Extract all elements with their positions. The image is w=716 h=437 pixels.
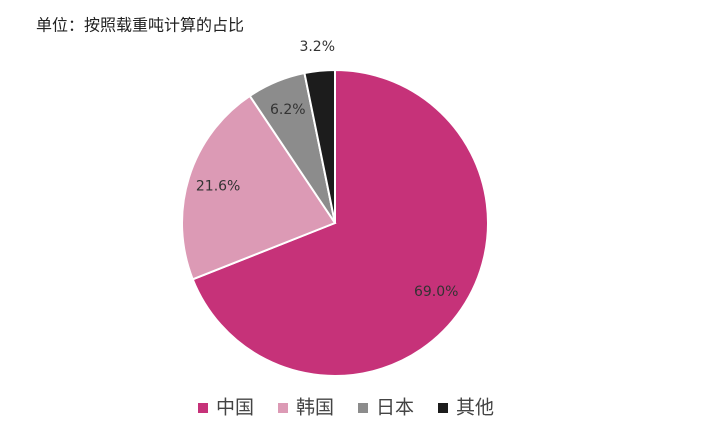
legend-label: 韩国 [296, 397, 334, 419]
pie-slice [191, 68, 489, 377]
data-label: 21.6% [196, 179, 240, 195]
pie-slice [181, 94, 337, 281]
pie-slice [303, 68, 336, 224]
legend-swatch [198, 403, 208, 413]
data-label: 6.2% [270, 102, 306, 118]
legend-swatch [278, 403, 288, 413]
legend-swatch [358, 403, 368, 413]
legend-label: 中国 [216, 397, 254, 419]
legend-label: 其他 [456, 397, 494, 419]
data-label: 69.0% [414, 284, 458, 300]
legend-label: 日本 [376, 397, 414, 419]
legend-swatch [438, 403, 448, 413]
chart-title: 单位：按照载重吨计算的占比 [36, 16, 244, 35]
data-label: 3.2% [299, 39, 335, 55]
